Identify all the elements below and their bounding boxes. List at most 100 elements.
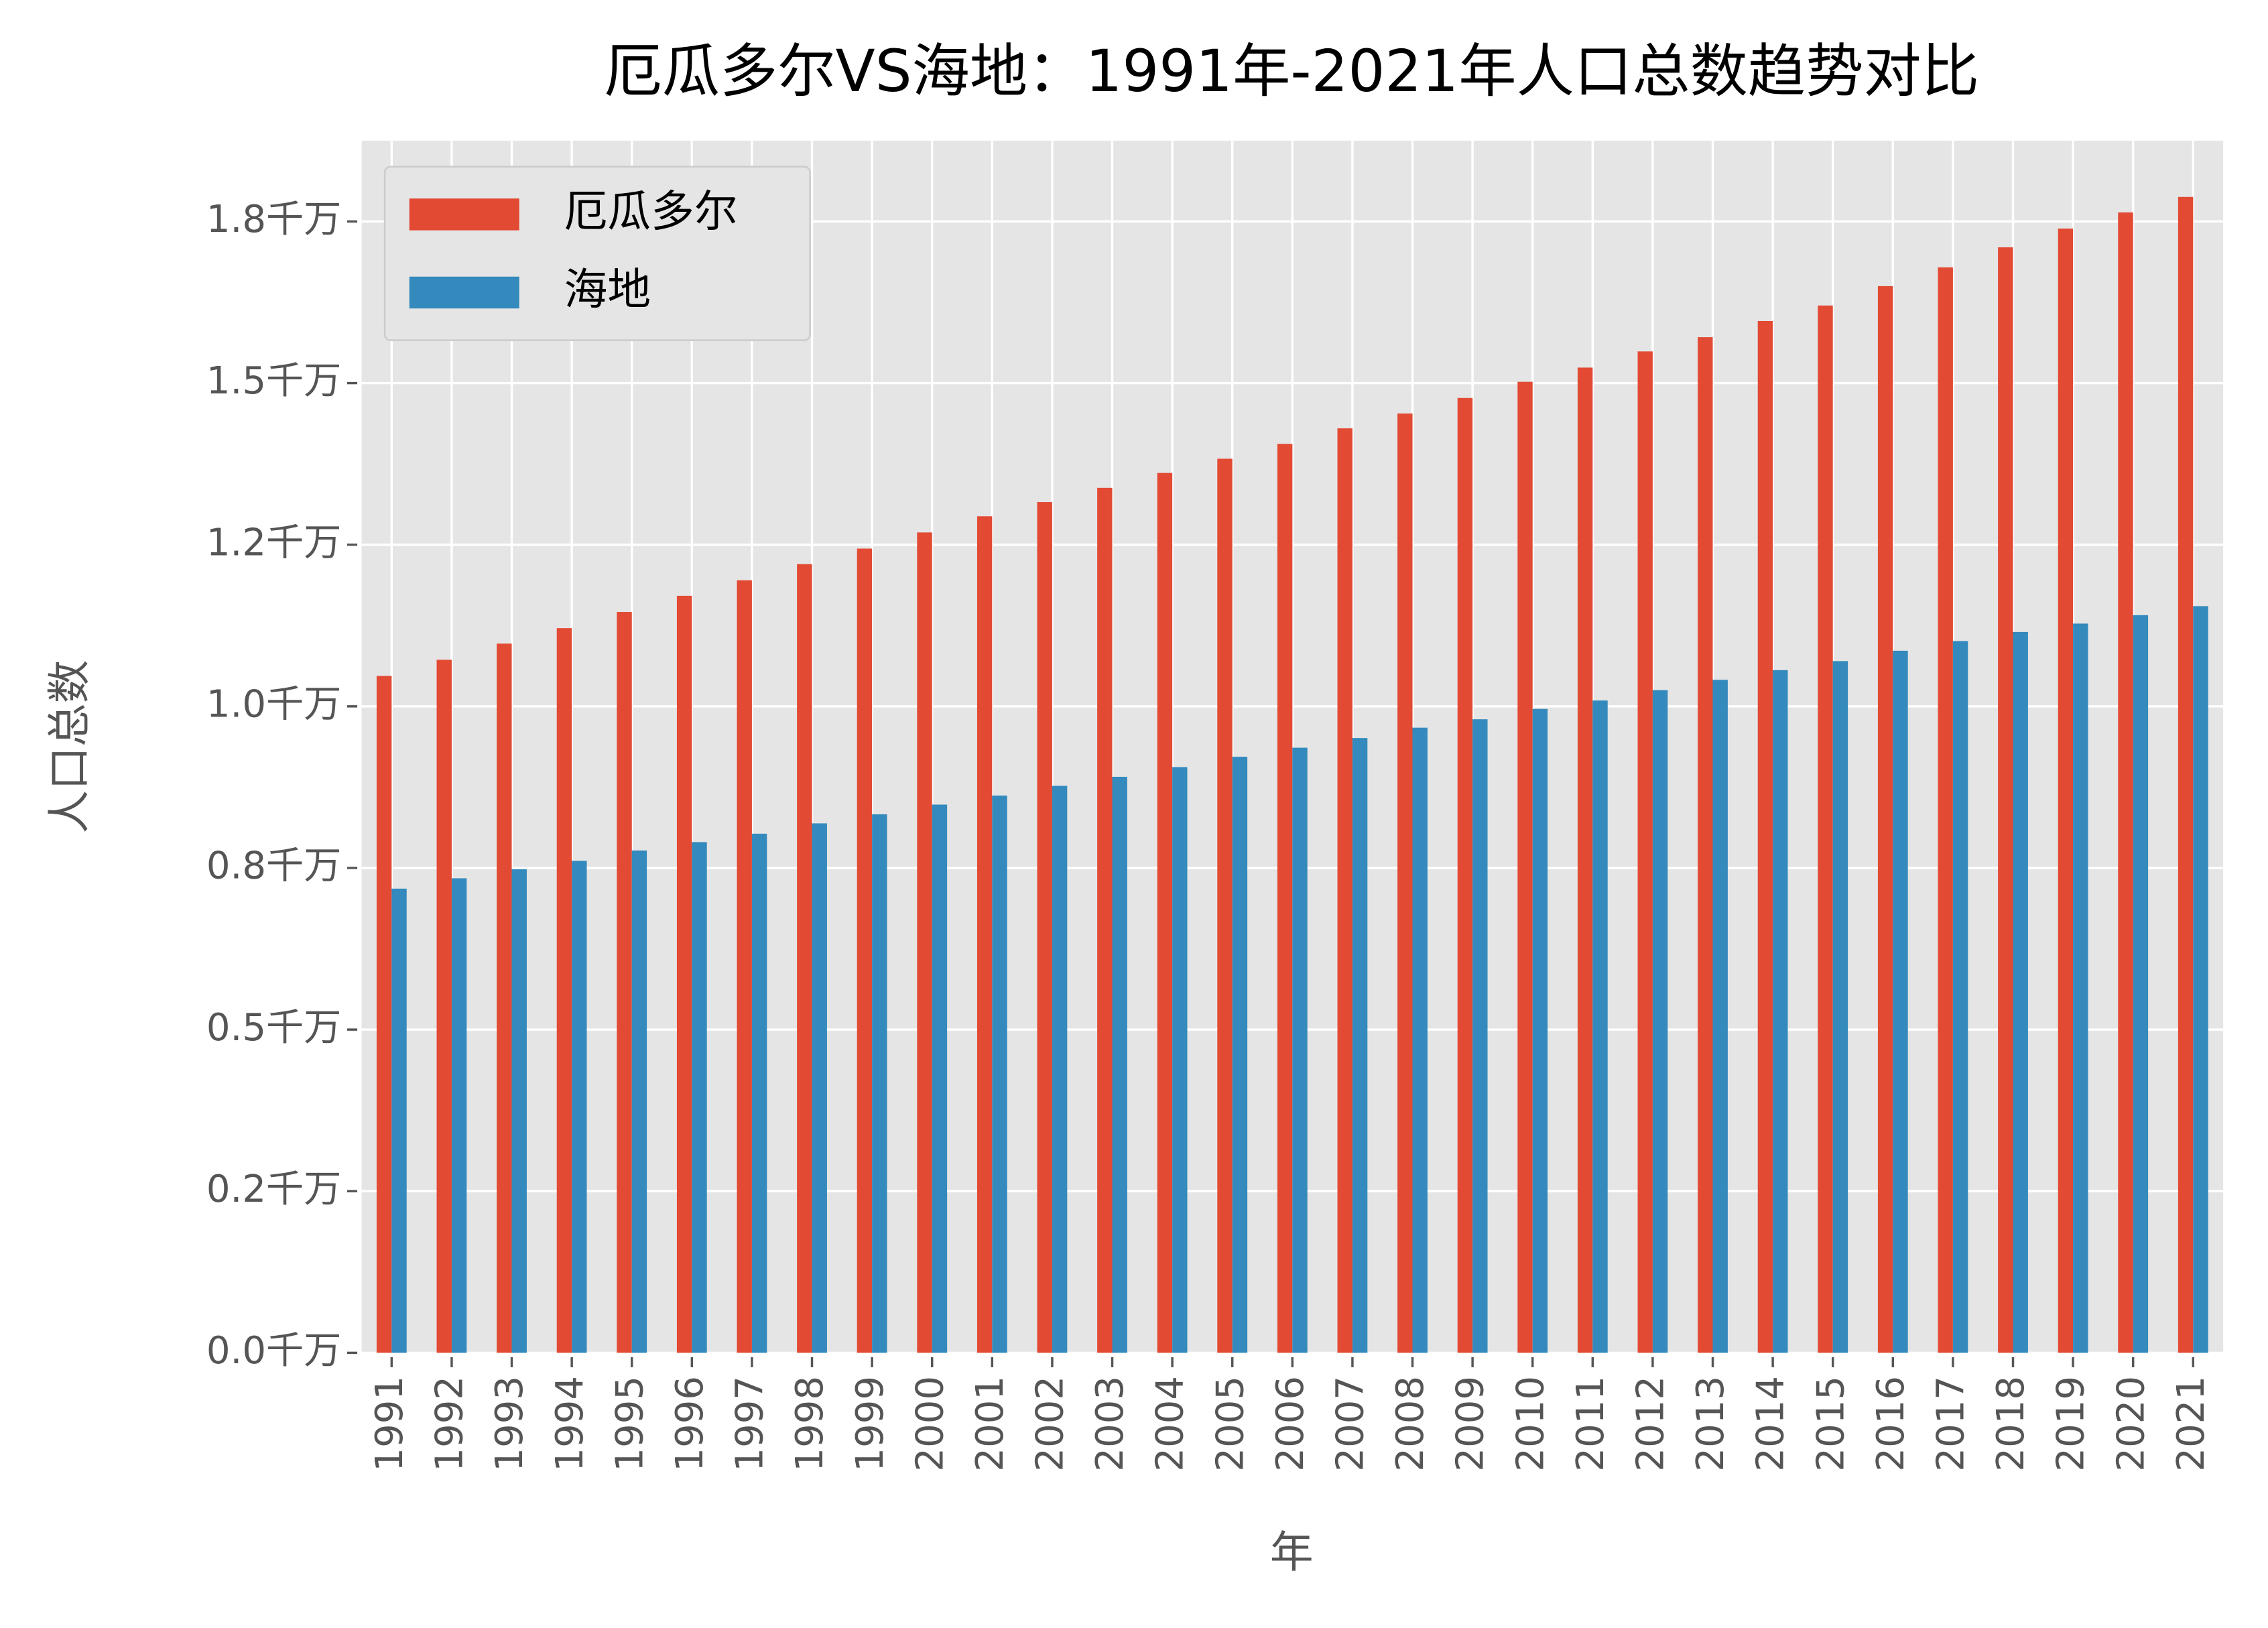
bar (2118, 212, 2133, 1353)
y-tick-label: 1.8千万 (206, 198, 341, 241)
bar (2178, 196, 2194, 1353)
x-tick-label: 1994 (548, 1376, 592, 1472)
bar (1112, 776, 1127, 1353)
x-tick-label: 2004 (1149, 1376, 1192, 1472)
x-tick-label: 2012 (1629, 1376, 1673, 1472)
bar (1952, 641, 1968, 1353)
y-tick-label: 1.2千万 (206, 521, 341, 564)
bar (917, 532, 932, 1353)
x-tick-label: 2001 (968, 1376, 1012, 1472)
x-tick-label: 1999 (848, 1376, 892, 1472)
bar (692, 842, 707, 1353)
bar (1292, 747, 1308, 1353)
y-tick-label: 0.2千万 (206, 1168, 341, 1211)
x-tick-label: 2013 (1689, 1376, 1732, 1472)
bar (2058, 229, 2074, 1353)
y-tick-label: 0.0千万 (206, 1329, 341, 1373)
x-tick-label: 2007 (1329, 1376, 1373, 1472)
x-tick-label: 1991 (368, 1376, 412, 1472)
bar (992, 795, 1007, 1353)
bar (2133, 615, 2149, 1353)
bar (1818, 305, 1833, 1353)
bar (2013, 631, 2028, 1353)
bar (436, 660, 452, 1353)
bar (376, 676, 392, 1353)
x-tick-label: 2014 (1749, 1376, 1793, 1472)
bar (497, 643, 512, 1353)
bar (1232, 757, 1248, 1353)
x-tick-label: 2010 (1509, 1376, 1552, 1472)
x-tick-label: 2018 (1989, 1376, 2033, 1472)
chart-title: 厄瓜多尔VS海地：1991年-2021年人口总数趋势对比 (604, 38, 1979, 105)
bar (1652, 690, 1668, 1353)
x-tick-label: 2017 (1930, 1376, 1973, 1472)
x-tick-label: 1992 (428, 1376, 472, 1472)
x-tick-label: 2011 (1569, 1376, 1613, 1472)
bar (1517, 381, 1533, 1353)
x-tick-label: 1998 (788, 1376, 832, 1472)
bar (631, 850, 647, 1353)
bar (1893, 650, 1908, 1353)
bar (1592, 700, 1608, 1353)
bar (617, 612, 632, 1353)
y-tick-label: 1.5千万 (206, 359, 341, 403)
bar (1457, 397, 1473, 1353)
x-tick-label: 2006 (1269, 1376, 1312, 1472)
bar (1097, 487, 1113, 1353)
x-tick-label: 1996 (668, 1376, 712, 1472)
bar (1277, 444, 1293, 1353)
x-tick-label: 2021 (2169, 1376, 2213, 1472)
bar (1532, 708, 1548, 1353)
x-tick-label: 1997 (729, 1376, 772, 1472)
bar (511, 869, 527, 1353)
x-tick-label: 2020 (2109, 1376, 2153, 1472)
bar (676, 595, 692, 1353)
x-tick-label: 2015 (1809, 1376, 1852, 1472)
bar (872, 814, 887, 1353)
x-axis-label: 年 (1270, 1527, 1314, 1578)
bar (1998, 247, 2013, 1353)
bar (391, 888, 407, 1353)
x-tick-label: 2000 (908, 1376, 952, 1472)
bar (932, 804, 948, 1353)
bar (1698, 337, 1713, 1353)
bar (751, 833, 767, 1353)
legend-swatch (409, 276, 519, 309)
x-tick-label: 2008 (1389, 1376, 1432, 1472)
x-tick-label: 2016 (1869, 1376, 1913, 1472)
bar (1037, 502, 1052, 1353)
bar (556, 628, 572, 1353)
bar (1637, 351, 1653, 1353)
bar (1157, 473, 1173, 1353)
bar (1352, 738, 1368, 1353)
bar (1938, 267, 1953, 1353)
bar (2073, 623, 2088, 1353)
bar (1397, 413, 1413, 1353)
legend-label: 厄瓜多尔 (564, 187, 738, 237)
x-tick-label: 2002 (1029, 1376, 1072, 1472)
bar (812, 823, 827, 1353)
bar (1877, 286, 1893, 1353)
bar (1172, 767, 1188, 1353)
bar (1832, 661, 1848, 1353)
x-tick-label: 1993 (488, 1376, 531, 1472)
x-tick-label: 2003 (1088, 1376, 1132, 1472)
bar (1052, 786, 1068, 1353)
bar (976, 516, 993, 1353)
legend-swatch (409, 198, 519, 231)
bar (737, 580, 752, 1353)
bar (451, 878, 467, 1353)
bar (2193, 606, 2208, 1353)
x-tick-label: 1995 (608, 1376, 651, 1472)
x-tick-label: 2005 (1208, 1376, 1252, 1472)
y-tick-label: 0.8千万 (206, 844, 341, 888)
bar (1757, 320, 1773, 1353)
y-tick-label: 0.5千万 (206, 1006, 341, 1050)
legend-label: 海地 (564, 265, 651, 315)
bar (1412, 727, 1428, 1353)
bar (1773, 670, 1788, 1353)
y-tick-label: 1.0千万 (206, 682, 341, 726)
y-axis-label: 人口总数 (44, 660, 94, 834)
